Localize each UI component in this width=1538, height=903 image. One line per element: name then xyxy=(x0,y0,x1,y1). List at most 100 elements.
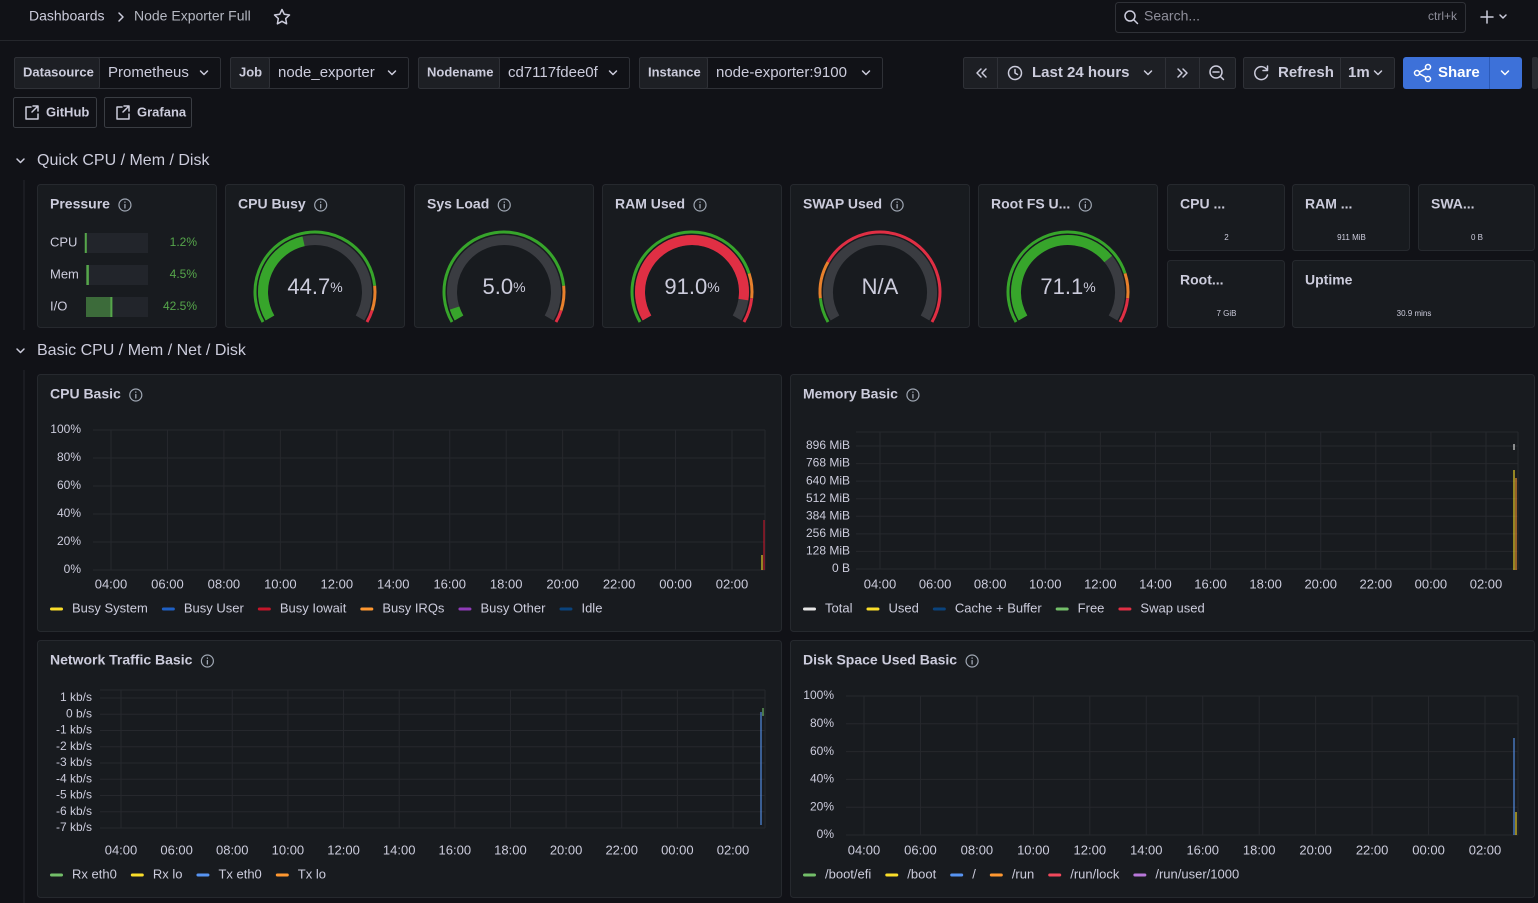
legend-label[interactable]: Busy IRQs xyxy=(382,600,445,615)
legend-label[interactable]: / xyxy=(972,866,976,881)
legend-label[interactable]: Busy System xyxy=(72,600,148,615)
legend-label[interactable]: Rx eth0 xyxy=(72,866,117,881)
variable-value[interactable]: cd7117fdee0f xyxy=(508,64,599,81)
x-tick-label: 00:00 xyxy=(1415,576,1448,591)
refresh-button[interactable]: Refresh xyxy=(1278,64,1334,81)
y-tick-label: 40% xyxy=(57,506,81,520)
info-icon[interactable] xyxy=(129,388,143,402)
link-button[interactable] xyxy=(104,97,192,128)
legend-label[interactable]: /boot/efi xyxy=(825,866,871,881)
panel-title: RAM ... xyxy=(1305,196,1352,212)
legend-label[interactable]: Total xyxy=(825,600,853,615)
row-toggle[interactable] xyxy=(16,348,25,354)
x-tick-label: 22:00 xyxy=(1356,842,1389,857)
x-tick-label: 20:00 xyxy=(1299,842,1332,857)
x-tick-label: 08:00 xyxy=(208,576,241,591)
legend-label[interactable]: /run/lock xyxy=(1070,866,1120,881)
y-tick-label: 0 B xyxy=(832,561,850,575)
x-tick-label: 10:00 xyxy=(272,842,305,857)
legend-label[interactable]: /boot xyxy=(907,866,936,881)
gauge-threshold xyxy=(1006,230,1127,323)
time-range[interactable]: Last 24 hours xyxy=(1032,64,1130,81)
panel-title: CPU Busy xyxy=(238,196,306,212)
gauge-unit: % xyxy=(707,279,719,295)
shift-back-icon[interactable] xyxy=(976,68,987,78)
legend-label[interactable]: Busy User xyxy=(184,600,245,615)
legend-label[interactable]: Cache + Buffer xyxy=(955,600,1043,615)
stat-value: 7 GiB xyxy=(1216,309,1236,318)
legend-swatch xyxy=(130,873,144,877)
info-icon[interactable] xyxy=(693,198,707,212)
add-menu[interactable] xyxy=(1480,10,1507,24)
share-button[interactable] xyxy=(1403,57,1522,89)
info-icon[interactable] xyxy=(314,198,328,212)
breadcrumb[interactable]: Dashboards xyxy=(29,8,105,24)
external-link-icon xyxy=(25,105,39,120)
x-tick-label: 02:00 xyxy=(1470,576,1503,591)
refresh-group xyxy=(1243,57,1395,89)
panel xyxy=(1292,184,1410,251)
info-icon[interactable] xyxy=(497,198,511,212)
y-tick-label: 768 MiB xyxy=(806,456,850,470)
info-icon[interactable] xyxy=(965,654,979,668)
share-menu[interactable] xyxy=(1500,70,1510,76)
legend-label[interactable]: Tx lo xyxy=(298,866,326,881)
pressure-value: 1.2% xyxy=(170,235,198,249)
link-label[interactable]: Grafana xyxy=(137,104,187,119)
legend-label[interactable]: /run/user/1000 xyxy=(1155,866,1239,881)
legend-label[interactable]: Tx eth0 xyxy=(218,866,261,881)
link-label[interactable]: GitHub xyxy=(46,104,89,119)
search-box[interactable] xyxy=(1115,2,1466,33)
variable-value[interactable]: node_exporter xyxy=(278,64,375,81)
info-icon[interactable] xyxy=(890,198,904,212)
legend-label[interactable]: Used xyxy=(888,600,918,615)
gauge-threshold xyxy=(1123,272,1130,299)
info-icon[interactable] xyxy=(1078,198,1092,212)
variable-label-box xyxy=(14,57,100,89)
zoom-out-icon[interactable] xyxy=(1209,65,1223,79)
info-icon[interactable] xyxy=(200,654,214,668)
legend-swatch xyxy=(803,607,816,611)
row-title[interactable]: Basic CPU / Mem / Net / Disk xyxy=(37,342,247,359)
info-icon[interactable] xyxy=(906,388,920,402)
refresh-interval[interactable]: 1m xyxy=(1348,64,1370,81)
x-tick-label: 06:00 xyxy=(904,842,937,857)
shift-forward-icon[interactable] xyxy=(1177,68,1188,78)
panel xyxy=(37,374,782,632)
panel xyxy=(790,640,1535,898)
legend-label[interactable]: Busy Other xyxy=(480,600,546,615)
edge-button xyxy=(1532,57,1538,89)
legend-label[interactable]: Swap used xyxy=(1140,600,1204,615)
info-icon[interactable] xyxy=(118,198,132,212)
link-button[interactable] xyxy=(13,97,97,128)
chevron-icon xyxy=(1143,70,1153,76)
x-tick-label: 12:00 xyxy=(1074,842,1107,857)
share-label[interactable]: Share xyxy=(1438,64,1480,81)
legend-label[interactable]: /run xyxy=(1012,866,1034,881)
row-title[interactable]: Quick CPU / Mem / Disk xyxy=(37,152,210,169)
y-tick-label: 80% xyxy=(57,450,81,464)
y-tick-label: 1 kb/s xyxy=(60,690,92,704)
gauge-value-arc xyxy=(1011,235,1113,321)
refresh-icon[interactable] xyxy=(1254,65,1269,81)
row-toggle[interactable] xyxy=(16,158,25,164)
x-tick-label: 00:00 xyxy=(661,842,694,857)
pressure-label: Mem xyxy=(50,266,79,281)
share-icon-node xyxy=(1413,69,1421,77)
x-tick-label: 06:00 xyxy=(160,842,193,857)
gauge-threshold xyxy=(1118,298,1130,323)
x-tick-label: 14:00 xyxy=(383,842,416,857)
star-icon[interactable] xyxy=(273,8,291,25)
variable-value[interactable]: Prometheus xyxy=(108,64,189,81)
legend-label[interactable]: Rx lo xyxy=(153,866,183,881)
variable-value[interactable]: node-exporter:9100 xyxy=(716,64,847,81)
pressure-track xyxy=(86,233,148,253)
gauge-threshold xyxy=(826,230,942,323)
gauge-threshold xyxy=(818,261,830,299)
legend-label[interactable]: Free xyxy=(1078,600,1105,615)
search-icon xyxy=(1124,10,1136,22)
gauge-value-arc xyxy=(635,235,749,321)
legend-label[interactable]: Busy Iowait xyxy=(280,600,347,615)
breadcrumb-separator xyxy=(118,12,124,22)
legend-label[interactable]: Idle xyxy=(581,600,602,615)
